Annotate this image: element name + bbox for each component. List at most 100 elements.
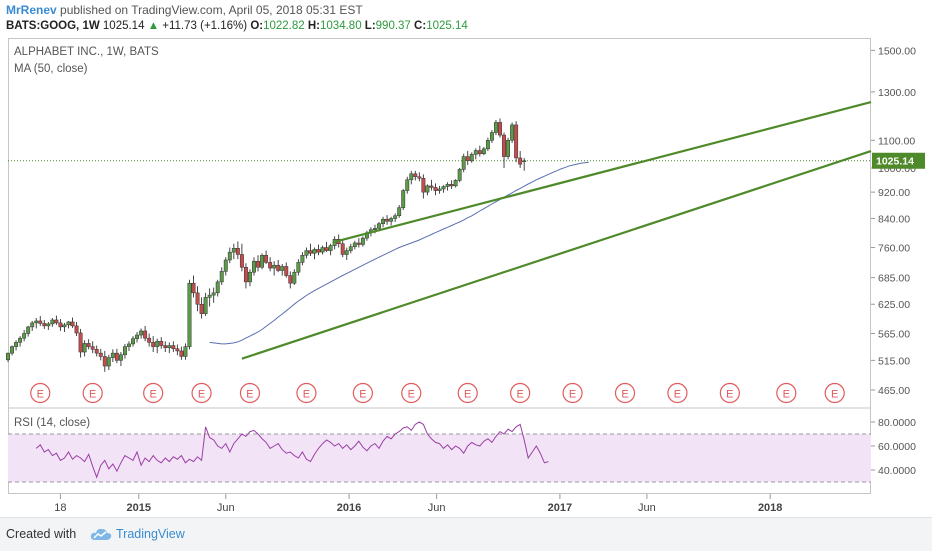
- ma50-line: [209, 161, 589, 345]
- candle: [320, 245, 325, 255]
- earnings-circle: [562, 382, 583, 404]
- earnings-label: E: [621, 389, 628, 401]
- earnings-circle: [719, 382, 740, 404]
- candle-body: [429, 185, 434, 188]
- low-label: L:: [364, 20, 376, 32]
- candle: [252, 257, 256, 276]
- earnings-marker: E: [239, 382, 261, 404]
- candle: [215, 279, 220, 297]
- candle-body: [481, 148, 486, 155]
- candle-body: [401, 190, 406, 208]
- high-label: H:: [307, 20, 321, 32]
- earnings-label: E: [674, 389, 681, 401]
- candle: [14, 340, 19, 351]
- candle: [469, 152, 474, 163]
- candle-body: [106, 357, 111, 367]
- candle-body: [6, 352, 10, 361]
- candle: [518, 151, 523, 168]
- candle: [522, 158, 527, 171]
- earnings-circle: [824, 382, 845, 404]
- candle-body: [50, 319, 55, 325]
- candle: [179, 346, 184, 360]
- candle-body: [58, 322, 63, 328]
- candle: [70, 317, 75, 328]
- candle-body: [489, 132, 494, 141]
- candle-body: [82, 343, 87, 353]
- candle: [461, 153, 466, 173]
- candle: [502, 132, 506, 168]
- candle: [171, 341, 176, 353]
- candle-body: [90, 346, 95, 350]
- candle: [155, 338, 160, 354]
- candle: [78, 328, 83, 358]
- close-label: C:: [414, 20, 427, 32]
- candle: [405, 176, 410, 194]
- candle: [332, 236, 337, 250]
- candle-body: [94, 349, 99, 354]
- last-price-tag-label: 1025.14: [876, 156, 914, 168]
- candle: [280, 264, 285, 276]
- candle: [26, 325, 31, 337]
- candle-body: [54, 319, 59, 324]
- earnings-marker: E: [719, 382, 740, 404]
- candle: [110, 349, 115, 363]
- candle: [340, 239, 345, 258]
- candle: [308, 243, 313, 257]
- candle-body: [42, 323, 47, 327]
- candle-body: [14, 342, 19, 347]
- candle-body: [86, 343, 91, 347]
- candle: [385, 215, 390, 225]
- candle-body: [38, 320, 43, 324]
- chart-frame: [8, 38, 871, 494]
- symbol-line: BATS:GOOG, 1W 1025.14 ▲ +11.73 (+1.16%) …: [6, 20, 468, 32]
- earnings-label: E: [464, 389, 471, 401]
- candle-body: [66, 321, 71, 326]
- candle-body: [417, 176, 422, 179]
- candle-body: [413, 173, 418, 178]
- author-name[interactable]: MrRenev: [6, 3, 57, 17]
- created-with-text: Created with: [6, 527, 77, 541]
- change-value: +11.73 (+1.16%): [162, 20, 248, 32]
- candle-body: [159, 341, 164, 346]
- candle: [272, 261, 277, 276]
- candle-body: [70, 321, 75, 327]
- tradingview-link[interactable]: TradingView: [90, 527, 185, 541]
- earnings-marker: E: [614, 382, 636, 404]
- x-tick-label: 2015: [127, 502, 151, 514]
- earnings-circle: [296, 382, 317, 404]
- candle-body: [389, 218, 394, 222]
- y-tick-label: 1500.00: [878, 45, 916, 57]
- candle-body: [502, 134, 506, 157]
- candle-body: [316, 249, 321, 253]
- candle: [62, 322, 67, 332]
- channel-trendline: [241, 150, 872, 360]
- y-tick-label: 685.00: [878, 273, 910, 285]
- candle: [114, 348, 119, 364]
- earnings-circle: [457, 382, 478, 404]
- candle-body: [122, 346, 127, 356]
- x-tick-label: Jun: [638, 502, 656, 514]
- series-title: ALPHABET INC., 1W, BATS: [14, 46, 159, 58]
- up-arrow-icon: ▲: [147, 20, 160, 32]
- candle-body: [405, 179, 410, 191]
- earnings-circle: [401, 382, 422, 404]
- candle-body: [360, 237, 365, 245]
- candle: [122, 343, 127, 359]
- candle-body: [425, 185, 430, 193]
- price-chart[interactable]: 465.00 515.00 565.00 625.00 685.00 760.00 840.…: [0, 0, 932, 517]
- candle-body: [147, 337, 152, 343]
- candle-body: [215, 281, 220, 294]
- candle: [18, 336, 23, 347]
- candle: [377, 221, 381, 231]
- candle-body: [231, 248, 236, 253]
- candle-body: [397, 207, 402, 217]
- candle: [135, 331, 139, 343]
- earnings-marker: E: [562, 382, 583, 404]
- rsi-legend: RSI (14, close): [14, 417, 91, 429]
- y-tick-label: 625.00: [878, 299, 910, 311]
- rsi-y-tick-label: 40.0000: [878, 465, 916, 477]
- candle: [191, 275, 196, 298]
- candle-body: [280, 266, 285, 271]
- candle-body: [324, 247, 329, 251]
- candle: [243, 263, 248, 289]
